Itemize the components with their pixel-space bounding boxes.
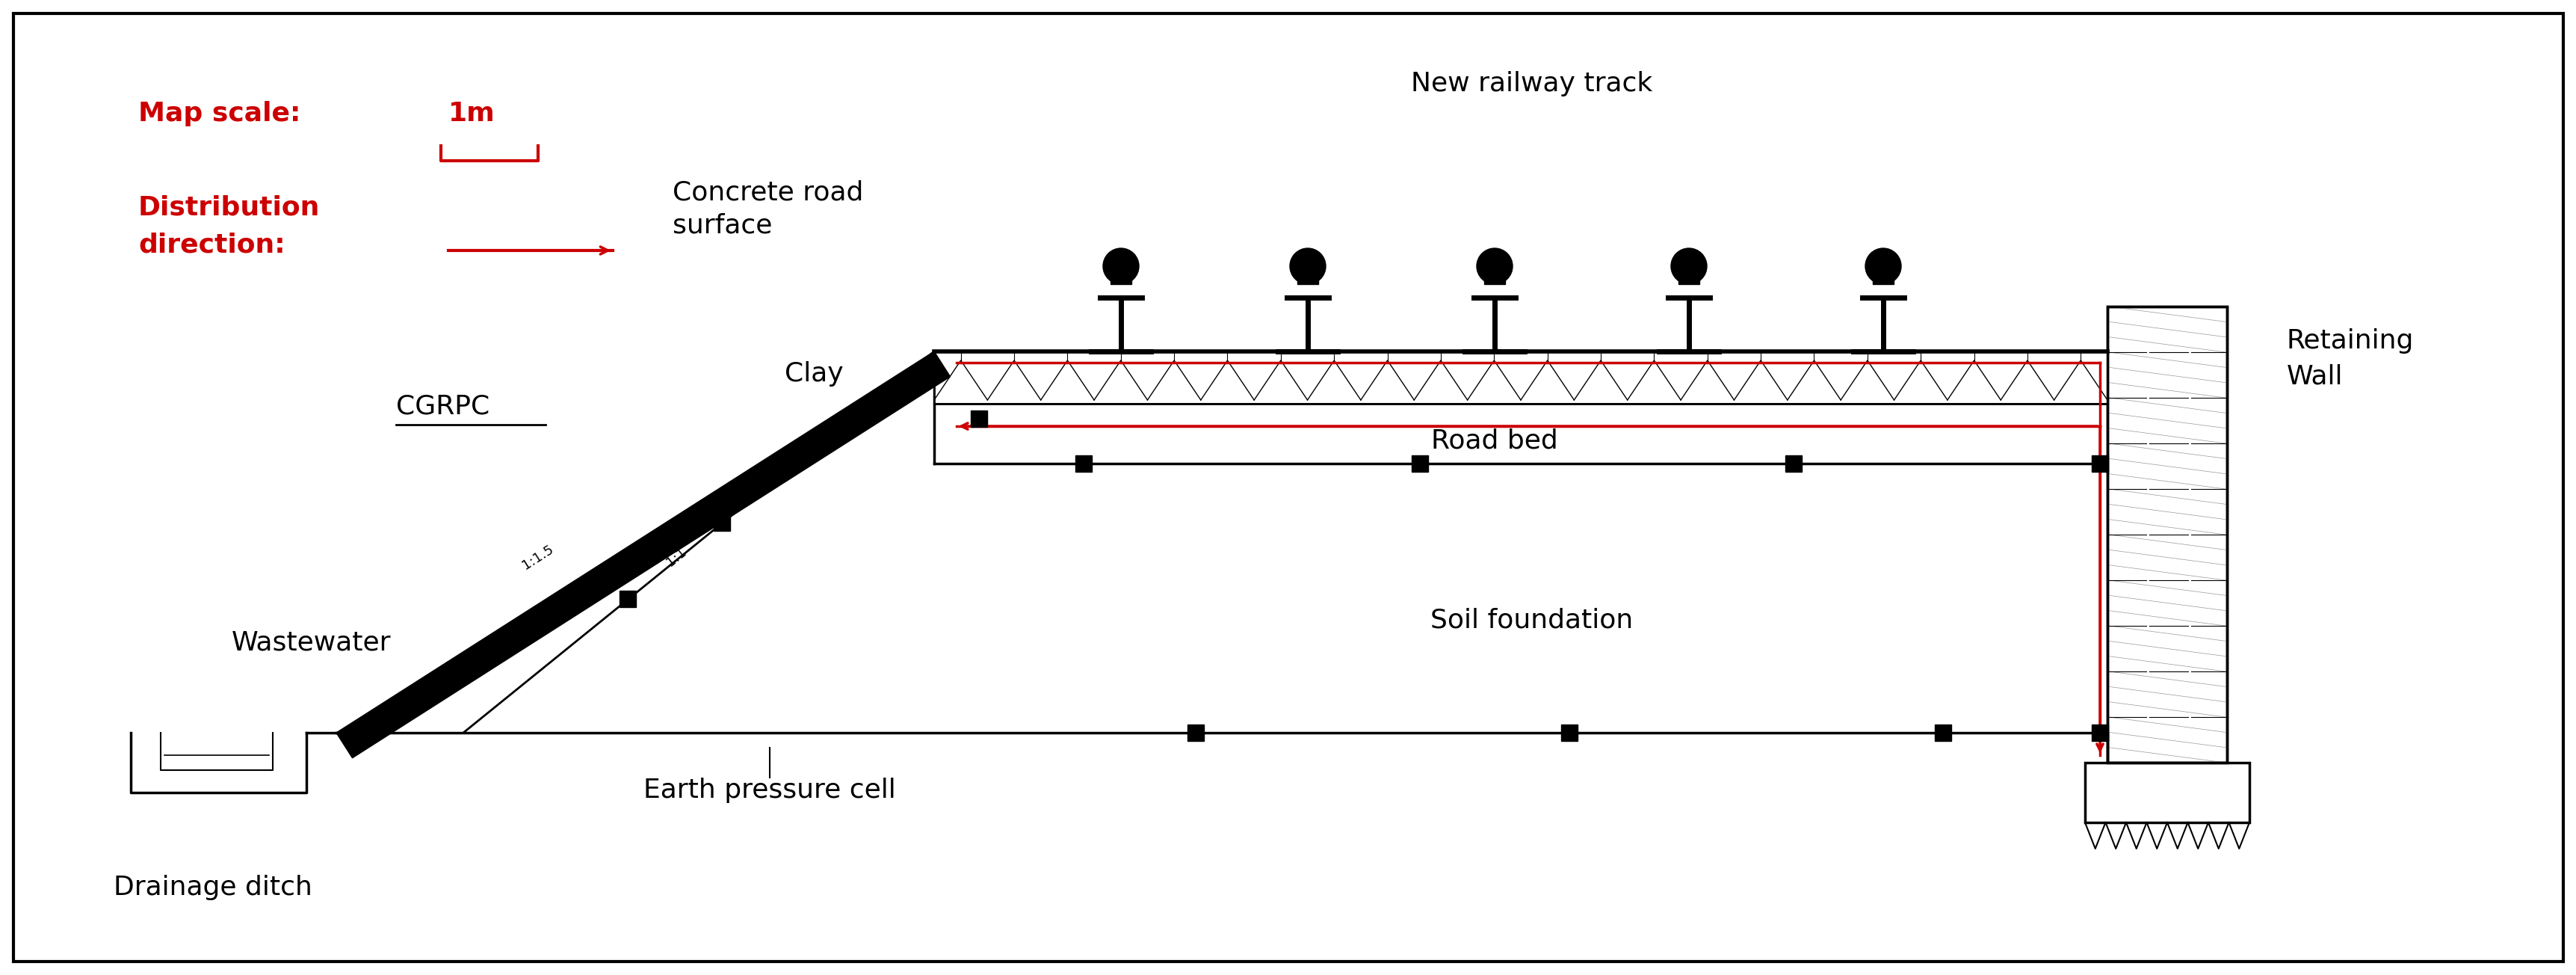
Bar bbox=[2084, 762, 2249, 823]
Text: Earth pressure cell: Earth pressure cell bbox=[644, 778, 896, 803]
Text: Clay: Clay bbox=[786, 361, 842, 386]
Text: Retaining
Wall: Retaining Wall bbox=[2285, 329, 2414, 389]
Bar bbox=[1935, 724, 1950, 741]
Bar bbox=[809, 438, 824, 454]
Text: Distribution: Distribution bbox=[139, 194, 319, 219]
Bar bbox=[1484, 272, 1504, 284]
Bar bbox=[1074, 455, 1092, 472]
Bar bbox=[2092, 724, 2107, 741]
Text: 1:1: 1:1 bbox=[665, 545, 688, 569]
Text: Drainage ditch: Drainage ditch bbox=[113, 875, 312, 900]
Text: Map scale:: Map scale: bbox=[139, 101, 301, 127]
Bar bbox=[1561, 724, 1577, 741]
Circle shape bbox=[1291, 249, 1327, 284]
Bar bbox=[1412, 455, 1427, 472]
Polygon shape bbox=[337, 351, 951, 758]
Bar bbox=[1296, 272, 1319, 284]
Bar bbox=[935, 351, 2107, 404]
Text: Concrete road
surface: Concrete road surface bbox=[672, 179, 863, 238]
Text: Wastewater: Wastewater bbox=[232, 630, 392, 656]
Text: direction:: direction: bbox=[139, 232, 286, 257]
Bar bbox=[618, 591, 636, 607]
Text: Soil foundation: Soil foundation bbox=[1430, 607, 1633, 634]
Bar bbox=[2107, 306, 2226, 762]
Bar bbox=[1110, 272, 1131, 284]
Bar bbox=[2107, 306, 2226, 762]
Bar bbox=[1785, 455, 1801, 472]
Text: Road bed: Road bed bbox=[1430, 428, 1558, 453]
Text: CGRPC: CGRPC bbox=[397, 393, 489, 418]
Bar bbox=[1677, 272, 1700, 284]
Bar bbox=[1873, 272, 1893, 284]
Bar bbox=[971, 410, 987, 427]
FancyBboxPatch shape bbox=[13, 14, 2563, 961]
Bar bbox=[714, 515, 729, 530]
Circle shape bbox=[1865, 249, 1901, 284]
Text: 1m: 1m bbox=[448, 101, 495, 127]
Circle shape bbox=[1103, 249, 1139, 284]
Circle shape bbox=[1669, 249, 1705, 284]
Text: New railway track: New railway track bbox=[1412, 71, 1651, 97]
Bar bbox=[2092, 455, 2107, 472]
Text: 1:1.5: 1:1.5 bbox=[520, 542, 556, 572]
Bar bbox=[1188, 724, 1203, 741]
Circle shape bbox=[1476, 249, 1512, 284]
